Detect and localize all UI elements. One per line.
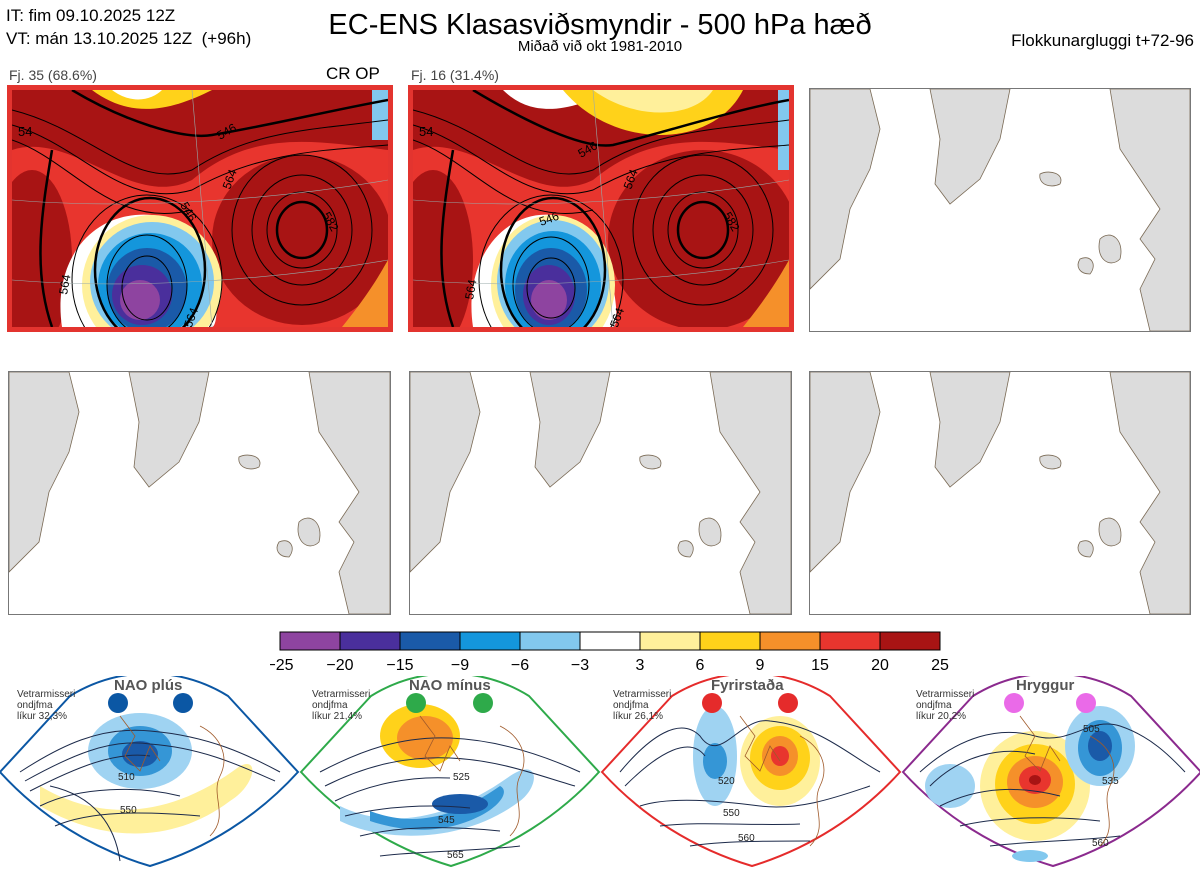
base-map <box>810 372 1190 614</box>
empty-map-panel <box>409 371 792 615</box>
colorbar-swatch <box>699 631 761 651</box>
base-map <box>9 372 390 614</box>
colorbar-swatch <box>459 631 521 651</box>
base-map <box>810 89 1190 331</box>
regimes-svg: 510 550 525 545 565 <box>0 676 1200 868</box>
regime-nao-plus: 510 550 <box>0 676 300 868</box>
colorbar-tick-label: −3 <box>571 657 589 674</box>
colorbar-swatch <box>579 631 641 651</box>
colorbar-swatch <box>879 631 941 651</box>
regime-dot <box>473 693 493 713</box>
empty-map-panel <box>8 371 391 615</box>
colorbar-swatch <box>759 631 821 651</box>
colorbar-tick-label: −15 <box>386 657 413 674</box>
cluster-panel-1[interactable]: 54 546 564 546 564 582 564 <box>7 85 393 332</box>
regime-dot <box>778 693 798 713</box>
cluster-2-map: 54 546 564 546 564 582 564 <box>413 90 789 327</box>
valid-time: VT: mán 13.10.2025 12Z (+96h) <box>6 29 252 48</box>
regime-info-nao-plus: Vetrarmisseri ondjfma líkur 32,3% <box>17 689 76 722</box>
colorbar-tick-label: 9 <box>756 657 765 674</box>
regime-contour-label: 550 <box>120 805 137 816</box>
regime-info-nao-minus: Vetrarmisseri ondjfma líkur 21,4% <box>312 689 371 722</box>
regime-contour-label: 565 <box>447 850 464 861</box>
initial-time: IT: fim 09.10.2025 12Z <box>6 6 176 25</box>
base-map <box>410 372 791 614</box>
regime-contour-label: 560 <box>1092 838 1109 849</box>
regime-nao-minus: 525 545 565 <box>299 676 601 868</box>
colorbar-tick-label: 15 <box>811 657 829 674</box>
regimes-row: 510 550 525 545 565 <box>0 676 1200 871</box>
regime-dot <box>702 693 722 713</box>
colorbar-tick-label: 6 <box>696 657 705 674</box>
regime-title-nao-minus: NAO mínus <box>409 677 491 694</box>
colorbar-tick-label: −9 <box>451 657 469 674</box>
empty-map-panel <box>809 371 1191 615</box>
contour-label: 564 <box>607 306 627 327</box>
colorbar-swatch <box>399 631 461 651</box>
colorbar: −25 −20 −15 −9 −6 −3 3 6 9 15 20 25 <box>270 630 960 675</box>
cluster-1-map: 54 546 564 546 564 582 564 <box>12 90 388 327</box>
regime-contour-label: 510 <box>118 772 135 783</box>
regime-contour-label: 535 <box>1102 776 1119 787</box>
regime-contour-label: 550 <box>723 808 740 819</box>
colorbar-tick-label: −25 <box>270 657 294 674</box>
regime-contour-label: 505 <box>1083 724 1100 735</box>
cluster-panel-2[interactable]: 54 546 564 546 564 582 564 <box>408 85 794 332</box>
colorbar-tick-label: 25 <box>931 657 949 674</box>
regime-contour-label: 560 <box>738 833 755 844</box>
colorbar-swatch <box>519 631 581 651</box>
colorbar-swatch <box>819 631 881 651</box>
contour-label: 546 <box>537 209 561 229</box>
regime-blocking: 520 550 560 <box>600 676 902 868</box>
cluster-1-tag: CR OP <box>326 64 380 83</box>
contour-label: 564 <box>462 278 479 300</box>
colorbar-swatch <box>639 631 701 651</box>
colorbar-swatch <box>339 631 401 651</box>
cluster-2-label: Fj. 16 (31.4%) <box>411 67 499 83</box>
contour-label: 564 <box>621 167 641 191</box>
regime-dot <box>1076 693 1096 713</box>
header-left: IT: fim 09.10.2025 12Z VT: mán 13.10.2025… <box>6 4 251 50</box>
cluster-1-label: Fj. 35 (68.6%) <box>9 67 97 83</box>
regime-contour-label: 525 <box>453 772 470 783</box>
regime-ridge: 505 535 560 <box>901 676 1200 868</box>
colorbar-tick-label: −20 <box>326 657 353 674</box>
colorbar-svg: −25 −20 −15 −9 −6 −3 3 6 9 15 20 25 <box>270 631 949 674</box>
regime-info-blocking: Vetrarmisseri ondjfma líkur 26,1% <box>613 689 672 722</box>
colorbar-swatch <box>279 631 341 651</box>
regime-dot <box>108 693 128 713</box>
page-subtitle: Miðað við okt 1981-2010 <box>517 38 683 55</box>
contour-label: 564 <box>181 306 201 327</box>
page-title: EC-ENS Klasasviðsmyndir - 500 hPa hæð <box>328 9 872 41</box>
colorbar-tick-label: 20 <box>871 657 889 674</box>
regime-contour-label: 545 <box>438 815 455 826</box>
empty-map-panel <box>809 88 1191 332</box>
regime-dot <box>406 693 426 713</box>
contour-label: 564 <box>56 273 73 295</box>
regime-title-blocking: Fyrirstaða <box>711 677 784 694</box>
colorbar-tick-label: −6 <box>511 657 529 674</box>
colorbar-tick-label: 3 <box>636 657 645 674</box>
regime-title-nao-plus: NAO plús <box>114 677 183 694</box>
regime-title-ridge: Hryggur <box>1016 677 1075 694</box>
regime-dot <box>1004 693 1024 713</box>
regime-dot <box>173 693 193 713</box>
classification-window: Flokkunargluggi t+72-96 <box>1011 31 1194 50</box>
regime-contour-label: 520 <box>718 776 735 787</box>
contour-label: 54 <box>18 124 32 139</box>
regime-info-ridge: Vetrarmisseri ondjfma líkur 20,2% <box>916 689 975 722</box>
contour-label: 564 <box>220 167 240 191</box>
contour-label: 54 <box>419 124 433 139</box>
